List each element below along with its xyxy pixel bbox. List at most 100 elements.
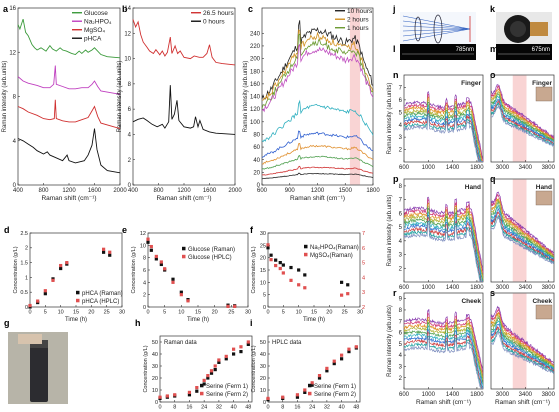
panel-label-n: n — [393, 70, 399, 80]
series-line — [403, 90, 484, 161]
x-tick-label: 10 — [178, 310, 184, 316]
data-point — [354, 345, 358, 349]
y-tick-label: 3 — [399, 135, 403, 141]
y-tick-label: 9 — [399, 297, 403, 303]
hand-photo-thumbnail — [535, 190, 553, 206]
legend-swatch — [304, 244, 308, 249]
y-axis-label: Raman intensity (arb.units) — [2, 61, 8, 133]
annotation-label: Cheek — [532, 298, 552, 305]
series-line — [261, 130, 374, 159]
x-axis-label: Time (h) — [65, 317, 87, 323]
y-tick-label: 40 — [260, 352, 266, 358]
y-axis-label: Raman intensity (arb.units) — [387, 195, 393, 267]
data-point — [239, 345, 243, 349]
series-line — [403, 211, 483, 282]
data-point — [317, 374, 322, 378]
chart-o: 3000 3400 3800 Finger — [490, 74, 556, 171]
data-point — [310, 383, 314, 387]
y-tick-label: 40 — [152, 352, 158, 358]
light-ray — [402, 25, 471, 30]
legend-label: MgSO₄(Raman) — [310, 253, 353, 259]
data-point — [295, 395, 300, 399]
x-tick-label: 16 — [186, 405, 192, 411]
x-tick-label: 24 — [201, 405, 207, 411]
panel-label-b: b — [122, 4, 128, 14]
data-point — [202, 382, 206, 386]
lens-icon — [414, 16, 422, 42]
series-line — [403, 205, 484, 280]
y2-tick-label: 2 — [362, 305, 365, 311]
series-line — [403, 312, 484, 374]
y-tick-label: 0 — [143, 305, 146, 311]
y-tick-label: 50 — [260, 340, 266, 346]
y-tick-label: 8 — [13, 95, 17, 101]
x-tick-label: 20 — [88, 310, 94, 316]
chart-p: 600 1000 1400 1800 2 3 4 5 6 7 8 Raman intensity (a… — [387, 178, 484, 291]
data-point — [146, 240, 150, 244]
y-tick-label: 15 — [260, 268, 266, 274]
legend-label: Serine (Ferm 2) — [314, 392, 356, 398]
series-line — [403, 316, 484, 377]
y-tick-label: 5 — [399, 225, 403, 231]
series-line — [490, 320, 554, 370]
x-tick-label: 3000 — [496, 165, 510, 171]
y-tick-label: 10 — [152, 388, 158, 394]
photo-g — [8, 332, 68, 404]
data-point — [102, 247, 106, 251]
x-tick-label: 0 — [266, 405, 269, 411]
data-point — [289, 278, 293, 282]
y-tick-label: 0 — [155, 400, 158, 406]
x-tick-label: 10 — [296, 310, 302, 316]
x-tick-label: 1800 — [470, 165, 484, 171]
y-tick-label: 6 — [399, 211, 403, 217]
series-line — [490, 308, 554, 366]
x-tick-label: 600 — [399, 392, 410, 398]
x-tick-label: 30 — [357, 310, 363, 316]
data-point — [281, 271, 285, 275]
x-axis-label: Raman shift (cm⁻¹) — [41, 195, 96, 202]
chart-title: Raman data — [164, 340, 197, 346]
data-point — [332, 362, 336, 366]
y-tick-label: 30 — [152, 364, 158, 370]
series-line — [261, 33, 374, 109]
data-point — [206, 376, 210, 380]
legend-label: Glucose (Raman) — [188, 247, 235, 253]
series-line — [403, 321, 484, 384]
y2-tick-label: 4 — [362, 275, 365, 281]
series-line — [403, 202, 484, 277]
data-point — [149, 244, 153, 249]
x-tick-label: 32 — [216, 405, 222, 411]
y-tick-label: 40 — [253, 158, 260, 164]
y-tick-label: 12 — [140, 231, 146, 237]
data-point — [154, 257, 158, 261]
x-tick-label: 3400 — [519, 392, 533, 398]
x-tick-label: 1000 — [422, 285, 436, 291]
x-tick-label: 8 — [173, 405, 176, 411]
x-tick-label: 3400 — [519, 285, 533, 291]
data-point — [269, 253, 273, 257]
panel-label-k: k — [490, 4, 496, 14]
data-point — [297, 283, 301, 287]
y-tick-label: 4 — [13, 139, 17, 145]
x-tick-label: 0 — [266, 310, 269, 316]
hand-thumb — [18, 334, 42, 344]
x-tick-label: 3800 — [542, 285, 556, 291]
y-tick-label: 3 — [399, 253, 403, 259]
y-axis-label: Concentration (g/L) — [251, 246, 257, 293]
data-point — [187, 393, 192, 397]
panel-label-l: l — [393, 44, 396, 54]
y-tick-label: 0 — [257, 183, 261, 189]
series-line — [17, 128, 121, 174]
data-point — [102, 250, 106, 254]
plot-frame — [147, 232, 249, 308]
x-tick-label: 3000 — [496, 285, 510, 291]
light-ray — [402, 28, 471, 32]
legend-label: 2 hours — [347, 17, 369, 24]
annotation-label: Cheek — [461, 298, 481, 305]
y-tick-label: 25 — [260, 243, 266, 249]
lens-mount — [530, 22, 548, 36]
data-point — [59, 263, 63, 268]
y-tick-label: 1 — [25, 275, 28, 281]
x-tick-label: 1600 — [203, 188, 217, 194]
